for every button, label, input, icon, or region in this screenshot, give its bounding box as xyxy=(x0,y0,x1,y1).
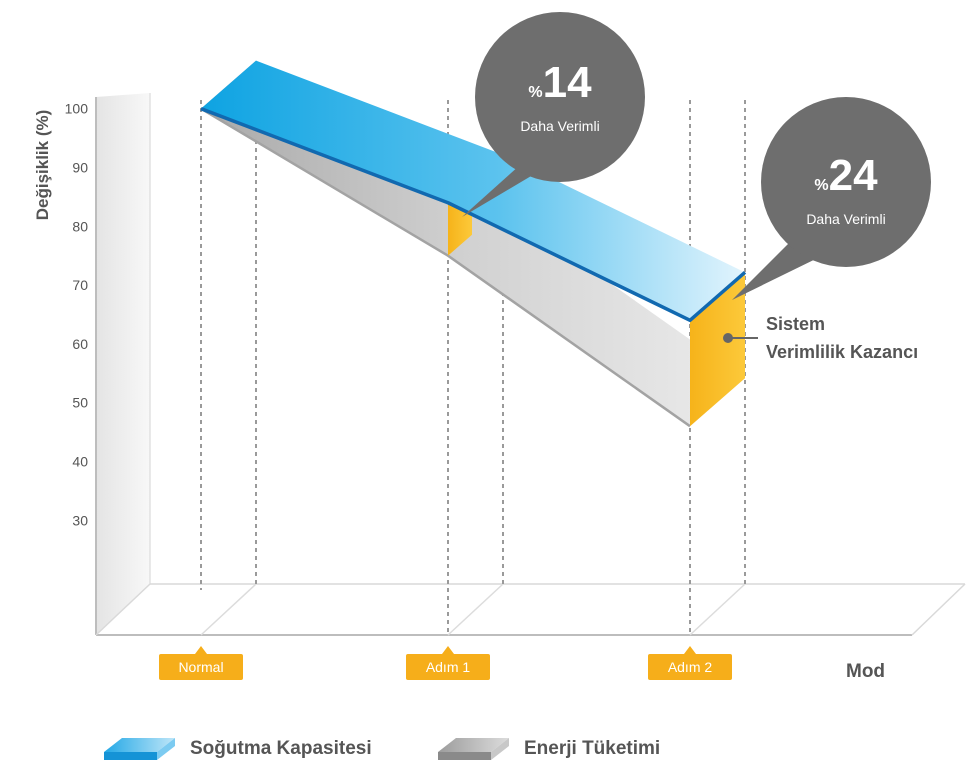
legend-swatch-cooling-side xyxy=(104,752,157,760)
annotation-dot xyxy=(723,333,733,343)
y-ticks: 30 40 50 60 70 80 90 100 xyxy=(65,101,89,529)
y-tick-label: 90 xyxy=(72,159,88,175)
legend-swatch-cooling xyxy=(104,738,175,752)
y-tick-label: 100 xyxy=(65,101,89,117)
callout-24-prefix: % xyxy=(814,177,828,194)
x-axis-label: Mod xyxy=(846,661,885,682)
category-tag-pointer xyxy=(195,646,207,654)
legend: Soğutma Kapasitesi Enerji Tüketimi xyxy=(104,738,660,760)
y-tick-label: 80 xyxy=(72,218,88,234)
y-tick-label: 60 xyxy=(72,336,88,352)
category-tag xyxy=(406,654,490,680)
callout-24-number: 24 xyxy=(829,151,878,200)
left-wall xyxy=(96,93,150,635)
y-tick-label: 70 xyxy=(72,277,88,293)
floor xyxy=(96,584,965,635)
series-cooling-ribbon xyxy=(201,60,745,321)
callout-14-number: 14 xyxy=(543,58,592,107)
ribbons xyxy=(200,60,747,428)
legend-label-energy: Enerji Tüketimi xyxy=(524,738,660,759)
y-tick-label: 30 xyxy=(72,512,88,528)
legend-swatch-cooling-end xyxy=(157,738,175,760)
floor-line-normal xyxy=(200,583,257,636)
efficiency-gap-adım-2 xyxy=(690,272,745,427)
category-label: Normal xyxy=(178,659,223,675)
legend-label-cooling: Soğutma Kapasitesi xyxy=(190,738,372,759)
category-tag xyxy=(159,654,243,680)
floor-line-adim1 xyxy=(447,583,504,636)
y-tick-label: 50 xyxy=(72,395,88,411)
callout-24-text: Daha Verimli xyxy=(806,211,885,227)
callout-14-text: Daha Verimli xyxy=(520,118,599,134)
legend-item-energy: Enerji Tüketimi xyxy=(438,738,660,760)
category-tag-pointer xyxy=(684,646,696,654)
floor-left-edge xyxy=(95,583,151,636)
y-axis-label: Değişiklik (%) xyxy=(33,110,52,221)
system-efficiency-annotation: Sistem Verimlilik Kazancı xyxy=(723,314,918,362)
legend-swatch-energy xyxy=(438,738,509,752)
legend-swatch-energy-side xyxy=(438,752,491,760)
category-label: Adım 1 xyxy=(426,659,471,675)
category-tag xyxy=(648,654,732,680)
callout-14-bubble xyxy=(475,12,645,182)
series-cooling-line xyxy=(200,107,747,323)
annotation-line-2: Verimlilik Kazancı xyxy=(766,342,918,362)
floor-line-adim2 xyxy=(689,583,746,636)
category-tag-pointer xyxy=(442,646,454,654)
callout-24-bubble xyxy=(761,97,931,267)
callout-14-value: %14 xyxy=(528,58,592,107)
annotation-line-1: Sistem xyxy=(766,314,825,334)
callout-14-prefix: % xyxy=(528,84,542,101)
chart-frame xyxy=(95,93,966,636)
floor-right-edge xyxy=(911,583,966,636)
legend-swatch-energy-end xyxy=(491,738,509,760)
legend-item-cooling: Soğutma Kapasitesi xyxy=(104,738,372,760)
callout-24: %24 Daha Verimli xyxy=(732,97,931,300)
y-tick-label: 40 xyxy=(72,453,88,469)
callout-14: %14 Daha Verimli xyxy=(462,12,645,217)
category-labels: Normal Adım 1 Adım 2 xyxy=(159,646,732,680)
category-label: Adım 2 xyxy=(668,659,713,675)
callout-24-value: %24 xyxy=(814,151,878,200)
